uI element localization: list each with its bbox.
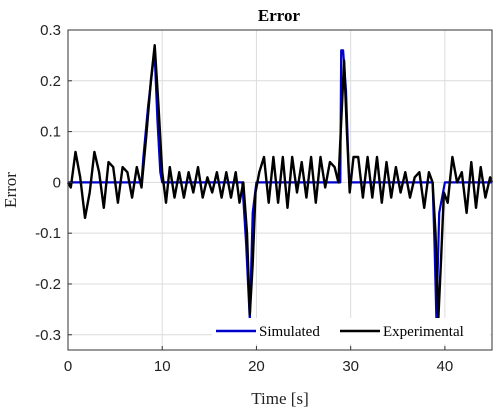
y-tick-label: 0.3	[40, 22, 61, 39]
legend-entry-experimental: Experimental	[383, 324, 464, 340]
x-axis-label: Time [s]	[251, 389, 308, 408]
y-tick-label: 0.2	[40, 73, 61, 90]
y-tick-label: -0.1	[35, 225, 61, 242]
series-line-experimental	[66, 44, 494, 321]
x-tick-label: 40	[437, 358, 454, 375]
plot-area-frame	[67, 29, 493, 351]
y-tick-label: 0	[53, 174, 61, 191]
x-tick-label: 0	[64, 358, 72, 375]
x-tick-label: 30	[342, 358, 359, 375]
chart-title: Error	[258, 6, 301, 25]
legend-entry-simulated: Simulated	[259, 324, 320, 340]
legend: Simulated Experimental	[212, 318, 490, 344]
axis-ticks: 0 10 20 30 40 0.3 0.2 0.1 0 -0.1 -0.2 -0.3	[35, 22, 453, 375]
y-tick-label: 0.1	[40, 124, 61, 141]
x-tick-label: 10	[154, 358, 171, 375]
y-tick-label: -0.2	[35, 276, 61, 293]
x-tick-label: 20	[248, 358, 265, 375]
y-axis-label: Error	[1, 172, 20, 208]
series-layer	[66, 44, 494, 321]
y-tick-label: -0.3	[35, 327, 61, 344]
